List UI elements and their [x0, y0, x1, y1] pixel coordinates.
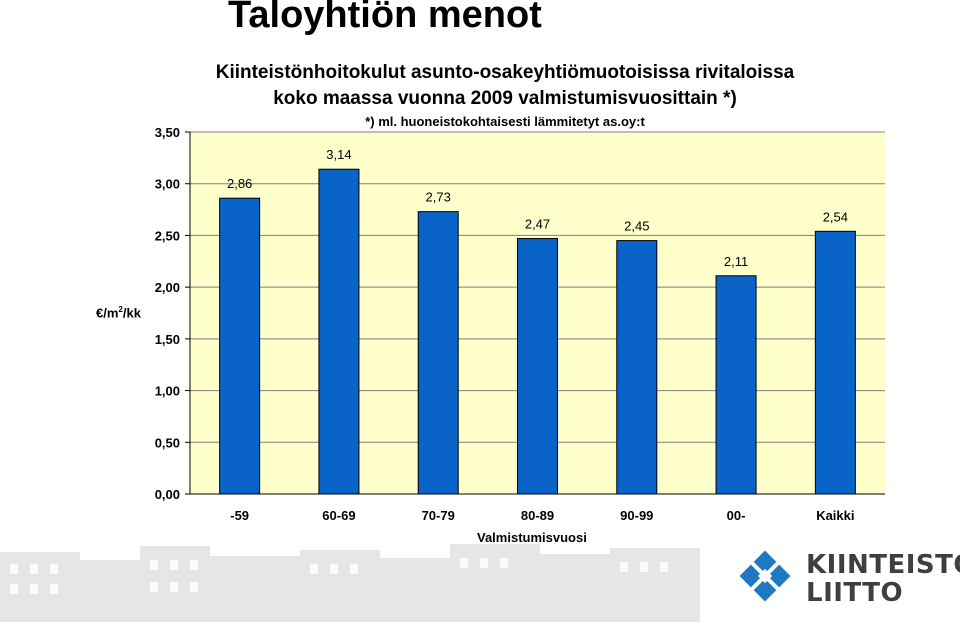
y-tick-label: 2,00 — [155, 280, 180, 295]
bar — [417, 211, 459, 495]
x-tick-label: -59 — [230, 508, 249, 523]
y-tick-label: 1,00 — [155, 384, 180, 399]
chart-title-line2: koko maassa vuonna 2009 valmistumisvuosi… — [273, 88, 737, 109]
x-tick-label: 60-69 — [322, 508, 355, 523]
y-tick-label: 0,00 — [155, 487, 180, 502]
kiinteistoliitto-logo-icon — [739, 550, 791, 602]
bar — [517, 238, 558, 495]
bar — [616, 240, 658, 495]
brand-name-line2: LIITTO — [806, 578, 904, 608]
y-tick-label: 0,50 — [155, 435, 180, 450]
chart-subtitle: *) ml. huoneistokohtaisesti lämmitetyt a… — [365, 114, 645, 129]
x-tick-label: 00- — [727, 508, 746, 523]
y-tick-label: 3,00 — [155, 177, 180, 192]
x-tick-label: Kaikki — [816, 508, 854, 523]
x-tick-label: 70-79 — [422, 508, 455, 523]
bar-value-label: 2,45 — [624, 219, 649, 234]
bar-value-label: 2,73 — [426, 190, 451, 205]
chart-title: Kiinteistönhoitokulut asunto-osakeyhtiöm… — [215, 62, 795, 83]
x-tick-label: 80-89 — [521, 508, 554, 523]
bar-chart: 0,00 0,50 1,00 1,50 2,00 2,50 3,00 3,50 2,86 -59 3… — [155, 125, 885, 523]
y-axis-label: €/m2/kk — [96, 305, 141, 321]
x-tick-label: 90-99 — [620, 508, 653, 523]
y-tick-label: 2,50 — [155, 228, 180, 243]
bar-value-label: 2,11 — [724, 254, 748, 269]
bar-value-label: 3,14 — [326, 147, 351, 162]
bar-value-label: 2,47 — [525, 217, 550, 232]
brand-name-line1: KIINTEISTÖ — [806, 550, 960, 580]
bar — [219, 197, 261, 495]
bar — [318, 168, 360, 495]
slide-title: Taloyhtiön menot — [228, 0, 542, 36]
x-axis-label: Valmistumisvuosi — [477, 530, 587, 545]
bar-value-label: 2,86 — [227, 176, 252, 191]
y-tick-label: 3,50 — [155, 125, 180, 140]
y-tick-label: 1,50 — [155, 332, 180, 347]
building-skyline-footer — [0, 544, 700, 622]
bar — [715, 275, 757, 495]
bar-value-label: 2,54 — [823, 209, 848, 224]
bar — [814, 230, 856, 495]
